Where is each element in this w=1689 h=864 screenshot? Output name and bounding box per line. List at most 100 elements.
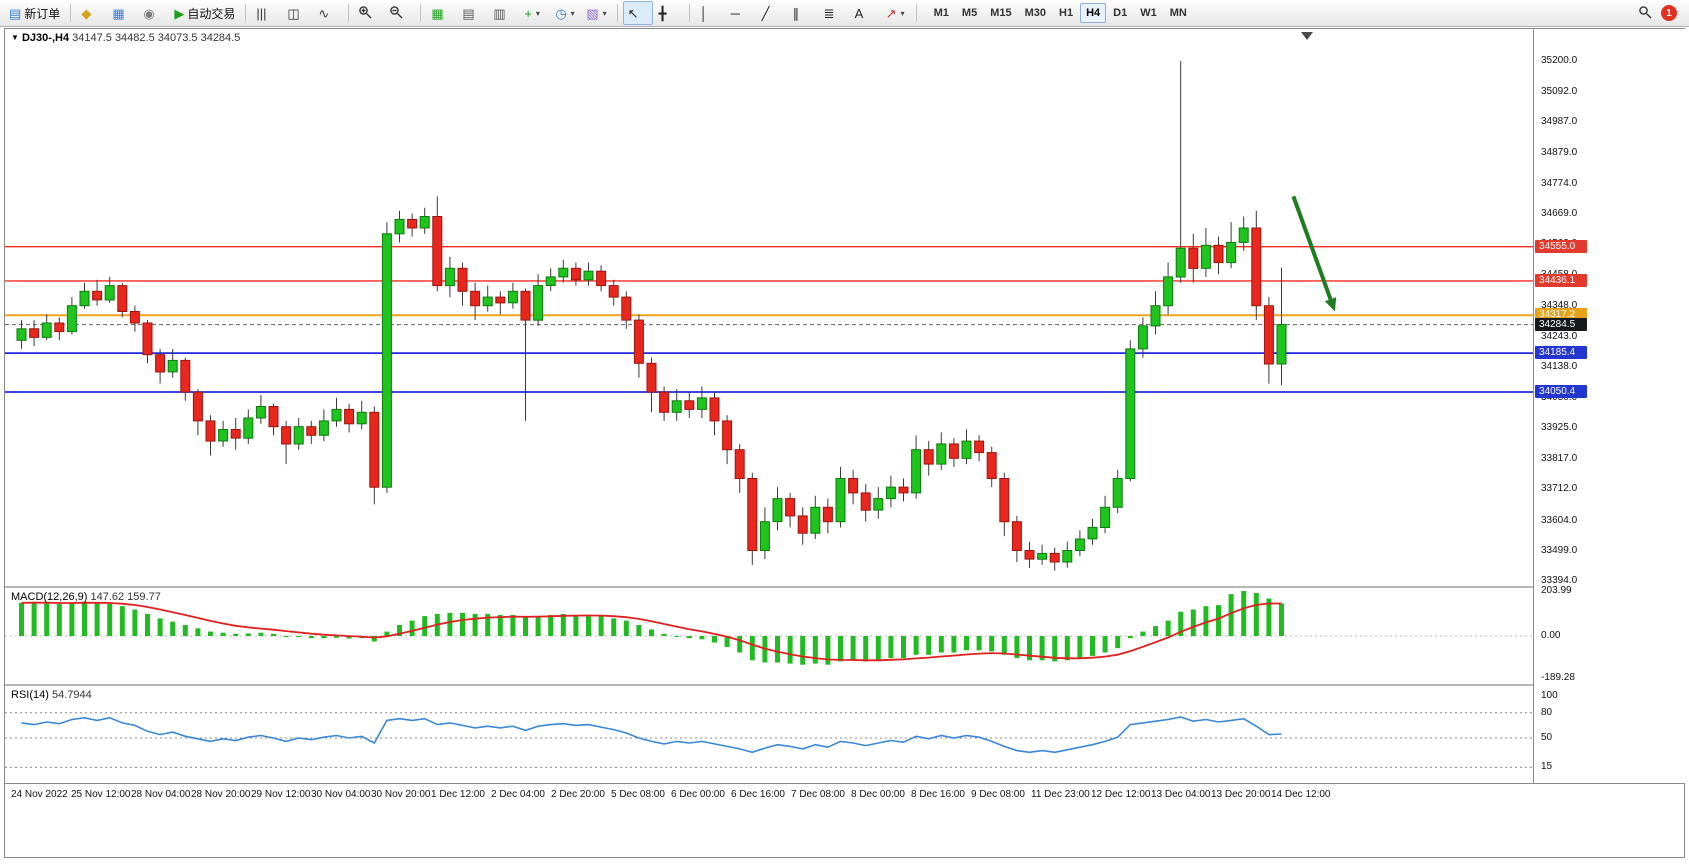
macd-histogram-bar (649, 629, 654, 636)
timeframe-m1-button[interactable]: M1 (933, 7, 949, 19)
macd-histogram-bar (308, 636, 314, 639)
zoom-out-icon (390, 6, 403, 19)
candle-body (759, 521, 770, 552)
candle-body (79, 290, 90, 307)
candle-body (29, 328, 40, 338)
chart-title: ▼ DJ30-,H4 34147.5 34482.5 34073.5 34284… (11, 32, 240, 44)
time-axis-label: 2 Dec 04:00 (491, 789, 545, 800)
profiles-button[interactable]: ◆ (76, 1, 106, 25)
candle-body (1137, 325, 1148, 350)
candle-body (570, 267, 581, 281)
bar-chart-button[interactable]: ||| (251, 1, 281, 25)
time-axis-label: 28 Nov 20:00 (191, 789, 251, 800)
fibonacci-button[interactable]: ≣ (819, 1, 849, 25)
charts-button[interactable]: ▦ (107, 1, 137, 25)
macd-axis-label: -189.28 (1541, 671, 1575, 683)
macd-histogram-bar (119, 606, 125, 636)
macd-histogram-bar (107, 604, 113, 636)
text-button[interactable]: A (850, 1, 880, 25)
tile-windows-button[interactable]: ▦ (426, 1, 456, 25)
candlestick-chart-button[interactable]: ◫ (282, 1, 312, 25)
new-order-button[interactable]: ▤ 新订单 (4, 1, 65, 25)
timeframe-h4-button[interactable]: H4 (1080, 3, 1107, 23)
candle-body (1263, 305, 1274, 365)
vertical-line-button[interactable]: │ (695, 1, 725, 25)
signals-icon: ◉ (143, 5, 155, 21)
macd-histogram-bar (472, 613, 478, 636)
macd-histogram-bar (1001, 636, 1007, 655)
timeframe-h1-button[interactable]: H1 (1059, 7, 1074, 19)
price-axis-label: 33925.0 (1541, 422, 1578, 434)
symbol-menu-icon[interactable]: ▼ (11, 33, 19, 42)
price-axis[interactable]: 35200.0 35092.0 34987.0 34879.0 34774.0 34669… (1533, 29, 1685, 783)
templates-button[interactable]: ▧ ▾ (581, 1, 611, 25)
price-axis-label: 34669.0 (1541, 207, 1578, 219)
signals-button[interactable]: ◉ (138, 1, 168, 25)
rsi-axis-label: 80 (1541, 706, 1553, 718)
macd-histogram-bar (447, 612, 453, 636)
timeframe-d1-button[interactable]: D1 (1113, 7, 1128, 19)
chart-shift-marker[interactable] (1301, 32, 1313, 40)
horizontal-line-button[interactable]: ─ (726, 1, 756, 25)
periods-button[interactable]: ◷ ▾ (550, 1, 580, 25)
panel-splitter[interactable] (5, 586, 1684, 588)
candle-body (1200, 244, 1211, 269)
arrow-annotation[interactable] (1291, 195, 1333, 300)
zoom-in-button[interactable] (354, 1, 384, 25)
arrows-button[interactable]: ↗ ▾ (881, 1, 911, 25)
timeframe-buttons: M1 M5 M15 M30 H1 H4 D1 W1 MN (928, 3, 1193, 23)
macd-histogram-bar (220, 632, 226, 636)
price-level-badge[interactable]: 34436.1 (1535, 273, 1587, 287)
autotrade-icon: ▶ (174, 5, 185, 21)
price-level-badge[interactable]: 34555.0 (1535, 239, 1587, 253)
macd-histogram-bar (384, 631, 390, 636)
zoom-out-button[interactable] (385, 1, 415, 25)
dropdown-caret-icon: ▾ (535, 8, 540, 18)
timeframe-m15-button[interactable]: M15 (990, 7, 1012, 19)
macd-histogram-bar (1014, 636, 1020, 659)
arrow-annotation-head[interactable] (1324, 297, 1337, 312)
indicators-button[interactable]: + ▾ (519, 1, 549, 25)
candle-body (747, 478, 758, 551)
macd-histogram-bar (233, 633, 239, 636)
price-level-badge[interactable]: 34185.4 (1535, 346, 1587, 360)
candle-body (936, 443, 947, 465)
panel-splitter[interactable] (5, 684, 1684, 686)
cursor-button[interactable]: ↖ (622, 1, 653, 25)
timeframe-m5-button[interactable]: M5 (961, 7, 978, 19)
macd-histogram-bar (712, 636, 717, 643)
macd-histogram-bar (94, 602, 100, 636)
timeframe-mn-button[interactable]: MN (1169, 7, 1187, 19)
macd-histogram-bar (623, 620, 629, 636)
timeframe-w1-button[interactable]: W1 (1140, 7, 1157, 19)
macd-histogram-bar (749, 636, 755, 661)
autotrade-button[interactable]: ▶ 自动交易 (169, 1, 240, 25)
timeframe-m30-button[interactable]: M30 (1024, 7, 1047, 19)
macd-panel: MACD(12,26,9) 147.62 159.77 (5, 588, 1533, 684)
macd-histogram-bar (409, 620, 415, 636)
time-axis[interactable]: 24 Nov 2022 25 Nov 12:00 28 Nov 04:00 28 No… (5, 783, 1684, 806)
candle-body (230, 429, 241, 439)
arrange-windows-button[interactable]: ▥ (488, 1, 518, 25)
macd-axis-label: 0.00 (1541, 630, 1561, 641)
macd-axis-label: 203.99 (1541, 585, 1572, 596)
price-chart-panel: ▼ DJ30-,H4 34147.5 34482.5 34073.5 34284… (5, 29, 1533, 586)
search-button[interactable] (1639, 6, 1653, 20)
equidistant-channel-button[interactable]: ∥ (788, 1, 818, 25)
crosshair-icon: ╋ (658, 5, 667, 21)
notification-badge[interactable]: 1 (1661, 5, 1677, 21)
macd-histogram-bar (1165, 620, 1171, 636)
crosshair-button[interactable]: ╋ (654, 1, 684, 25)
candle-body (331, 408, 342, 422)
line-chart-button[interactable]: ∿ (313, 1, 343, 25)
trendline-button[interactable]: ╱ (757, 1, 787, 25)
macd-histogram-bar (485, 613, 491, 636)
price-axis-label: 34348.0 (1541, 300, 1578, 312)
candle-body (974, 440, 985, 454)
cascade-windows-button[interactable]: ▤ (457, 1, 487, 25)
templates-icon: ▧ (586, 5, 599, 21)
candle-body (911, 449, 922, 494)
candle-body (1238, 227, 1249, 243)
macd-histogram-bar (283, 636, 289, 637)
price-level-badge[interactable]: 34050.4 (1535, 385, 1587, 398)
